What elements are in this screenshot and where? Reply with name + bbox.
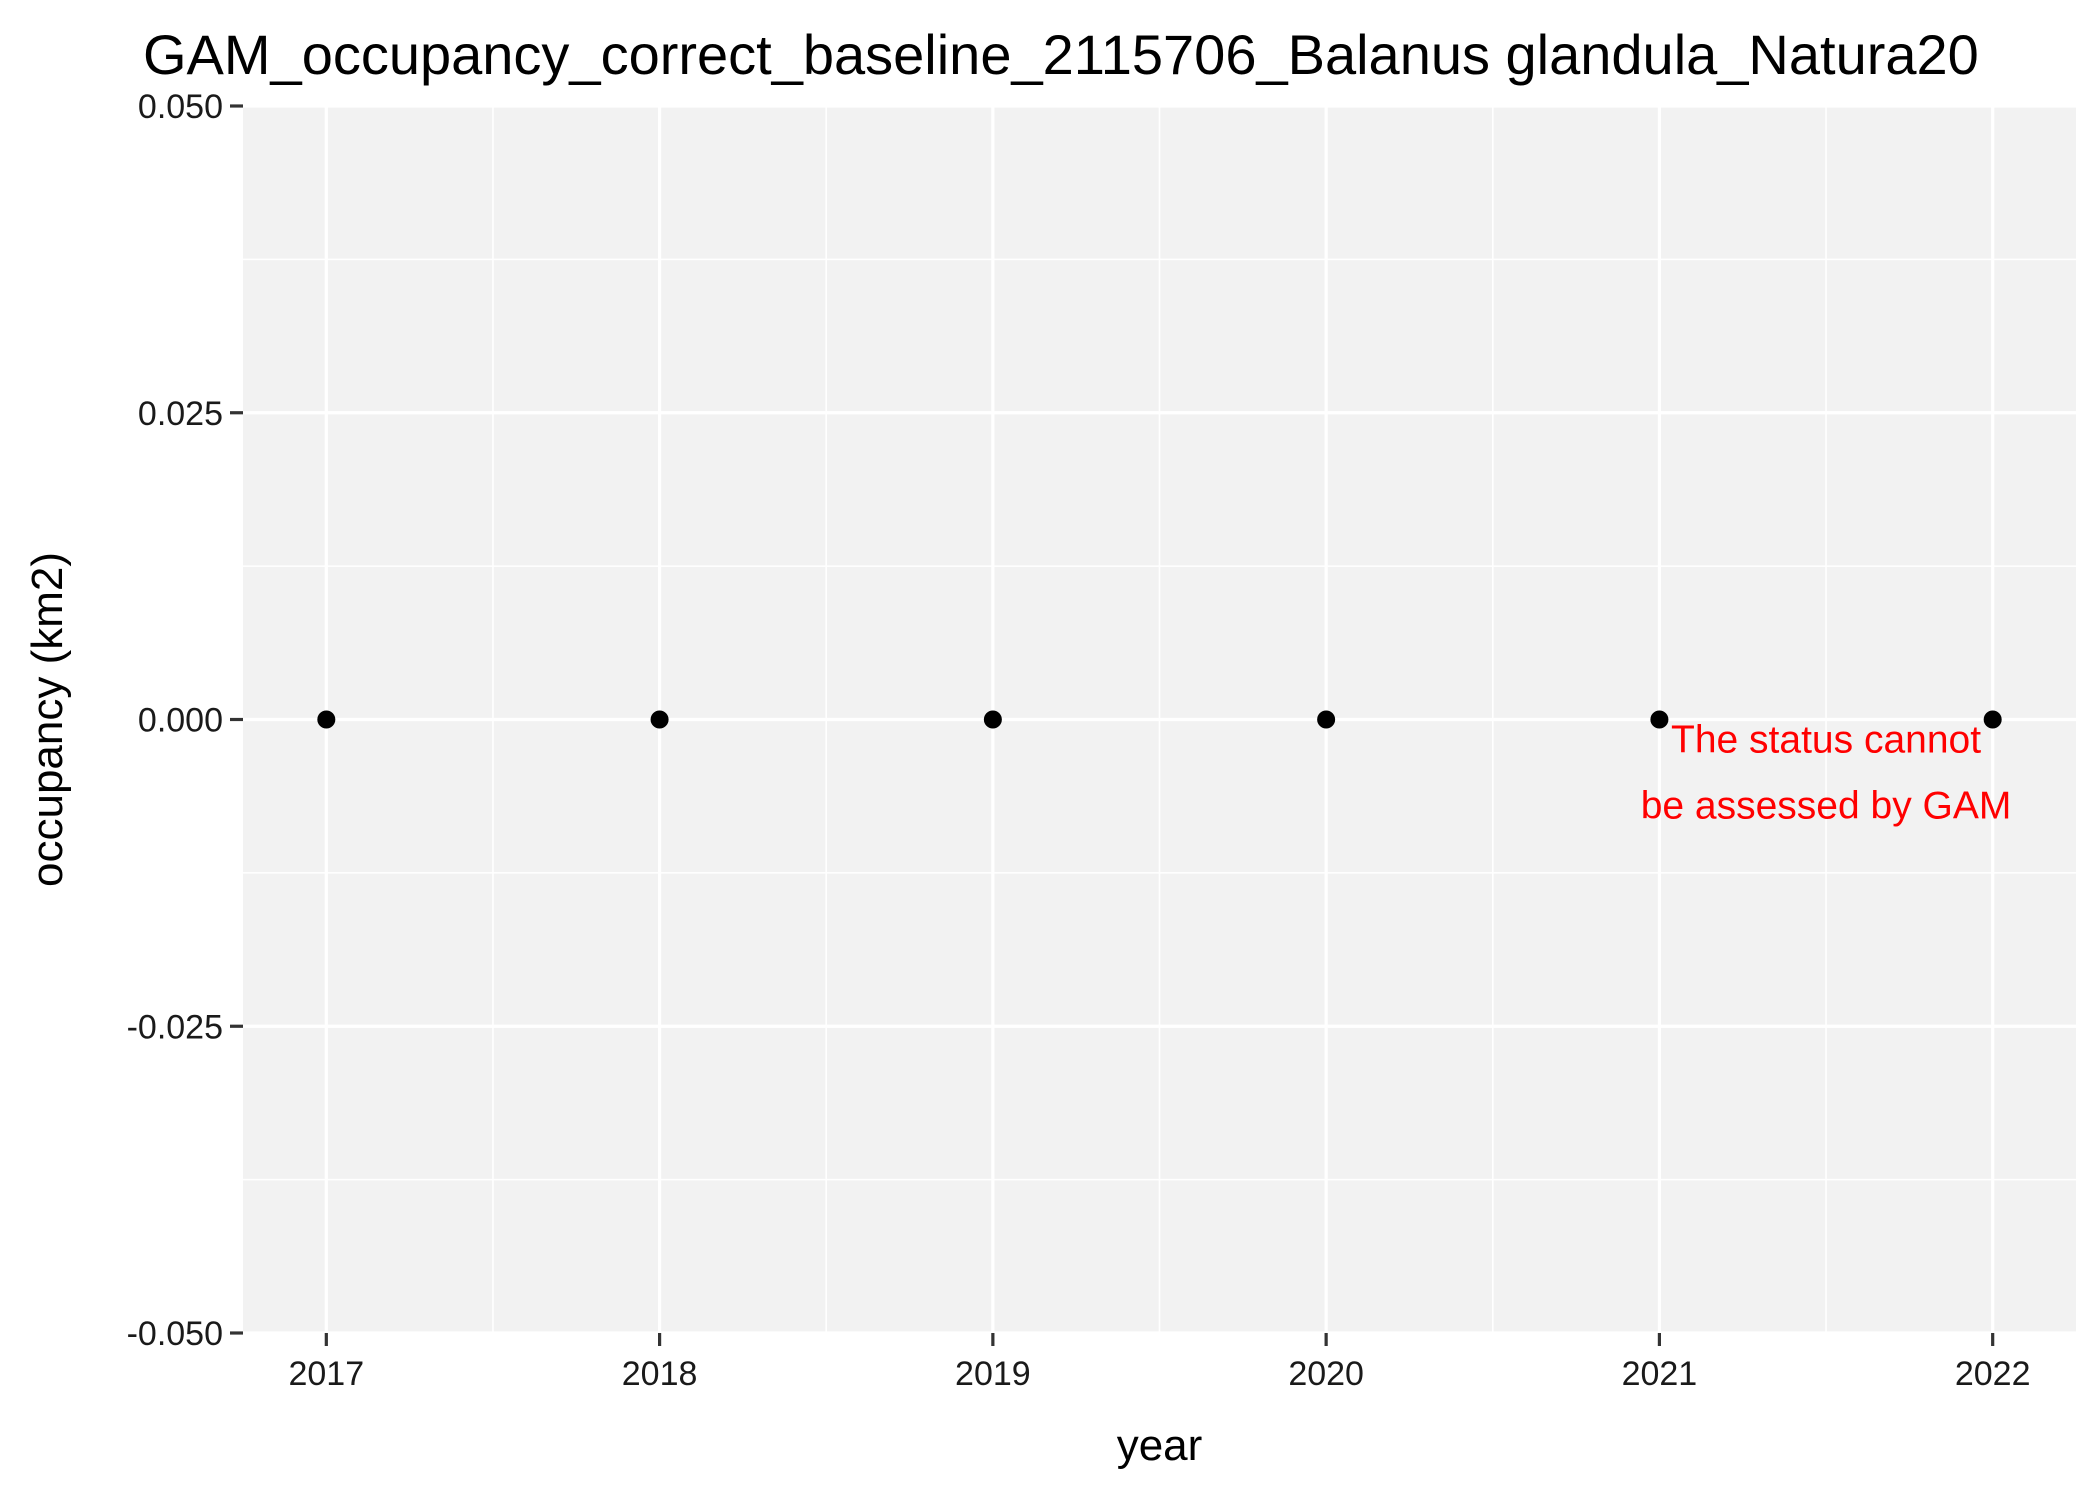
y-tick-label: 0.050 bbox=[138, 88, 223, 126]
y-axis-label: occupancy (km2) bbox=[23, 552, 72, 887]
annotation-layer: The status cannot be assessed by GAM bbox=[1641, 718, 2012, 827]
x-tick-label: 2018 bbox=[622, 1355, 698, 1393]
x-tick-label: 2019 bbox=[955, 1355, 1031, 1393]
data-point bbox=[1983, 710, 2002, 729]
data-point bbox=[317, 710, 336, 729]
chart-title: GAM_occupancy_correct_baseline_2115706_B… bbox=[143, 23, 1979, 86]
annotation-line: be assessed by GAM bbox=[1641, 784, 2012, 827]
y-tick-label: 0.000 bbox=[138, 702, 223, 740]
y-tick-label: -0.050 bbox=[127, 1315, 223, 1353]
data-point bbox=[1317, 710, 1336, 729]
y-tick-label: 0.025 bbox=[138, 395, 223, 433]
x-tick-label: 2017 bbox=[288, 1355, 364, 1393]
data-points bbox=[317, 710, 2002, 729]
data-point bbox=[650, 710, 669, 729]
axis-layer: -0.050 -0.025 0.000 0.025 0.050 2017 2018 2019 2… bbox=[127, 88, 2031, 1393]
x-axis-label: year bbox=[1117, 1421, 1203, 1470]
x-tick-label: 2021 bbox=[1622, 1355, 1698, 1393]
data-point bbox=[1650, 710, 1669, 729]
y-tick-label: -0.025 bbox=[127, 1008, 223, 1046]
annotation-line: The status cannot bbox=[1671, 718, 1981, 761]
x-tick-label: 2022 bbox=[1955, 1355, 2031, 1393]
data-point bbox=[983, 710, 1002, 729]
x-tick-label: 2020 bbox=[1288, 1355, 1364, 1393]
